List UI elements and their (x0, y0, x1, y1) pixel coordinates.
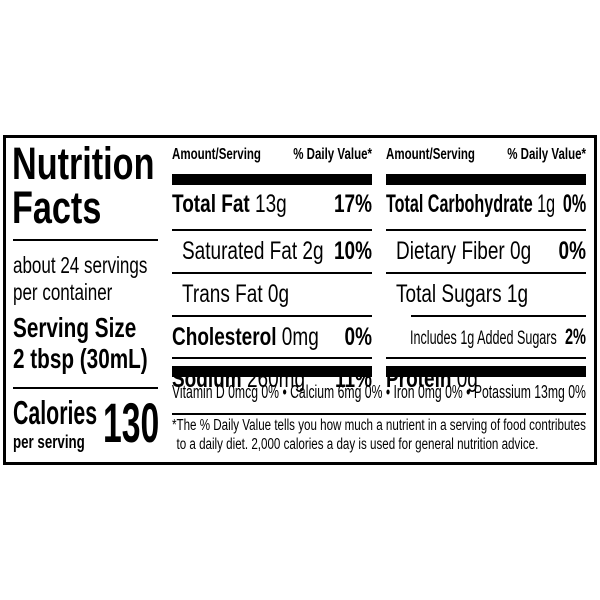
header-daily-value: % Daily Value* (293, 146, 372, 163)
servings-per-container: about 24 servings per container (13, 252, 147, 306)
divider (172, 413, 586, 415)
row-divider (386, 357, 586, 359)
row-divider (172, 272, 372, 274)
row-divider (172, 229, 372, 231)
nutrient-name: Dietary Fiber (396, 237, 505, 265)
title: Nutrition Facts (12, 138, 155, 233)
thick-bar (172, 174, 372, 185)
nutrition-facts-label (3, 135, 597, 465)
divider (13, 387, 158, 389)
nutrient-amount: 0g (267, 280, 290, 308)
servings-line-1: about 24 servings (13, 252, 148, 278)
nutrient-row: Cholesterol 0mg 0% (172, 318, 372, 356)
divider (13, 239, 158, 241)
nutrient-amount: 2g (302, 237, 324, 265)
row-divider (172, 315, 372, 317)
serving-size-label: Serving Size (13, 312, 137, 343)
row-divider (172, 357, 372, 359)
nutrient-amount: 13g (255, 190, 287, 218)
nutrient-amount: 1g (537, 190, 556, 218)
calories-value: 130 (103, 391, 160, 454)
nutrient-row: Includes 1g Added Sugars 2% (410, 318, 586, 358)
nutrient-amount: 1g (506, 280, 529, 308)
serving-size: Serving Size 2 tbsp (30mL) (13, 312, 148, 374)
column-header: Amount/Serving % Daily Value* (172, 145, 372, 165)
nutrient-row: Dietary Fiber 0g 0% (396, 232, 586, 270)
header-daily-value: % Daily Value* (507, 146, 586, 163)
thick-bar (386, 366, 586, 377)
nutrient-row: Saturated Fat 2g 10% (182, 232, 372, 270)
nutrient-daily-value: 10% (333, 237, 372, 265)
nutrient-name: Total Carbohydrate (386, 190, 533, 218)
nutrient-name: Saturated Fat (182, 237, 298, 265)
footnote-line-2: to a daily diet. 2,000 calories a day is… (176, 436, 539, 453)
nutrient-daily-value: 2% (564, 324, 586, 349)
vitamins-minerals: Vitamin D 0mcg 0% • Calcium 6mg 0% • Iro… (172, 382, 586, 402)
header-amount: Amount/Serving (386, 146, 475, 163)
nutrient-daily-value: 0% (562, 190, 587, 218)
nutrient-row: Total Fat 13g 17% (172, 185, 372, 223)
nutrient-daily-value: 0% (344, 323, 372, 351)
thick-bar (386, 174, 586, 185)
nutrient-name: Includes 1g Added Sugars (410, 328, 557, 349)
nutrient-row: Total Sugars 1g (396, 275, 586, 313)
nutrient-amount: 0g (510, 237, 532, 265)
nutrient-daily-value: 17% (333, 190, 372, 218)
column-header: Amount/Serving % Daily Value* (386, 145, 586, 165)
row-divider (386, 272, 586, 274)
servings-line-2: per container (13, 279, 113, 305)
nutrient-row: Total Carbohydrate 1g 0% (386, 185, 586, 223)
row-divider (386, 229, 586, 231)
nutrient-row: Trans Fat 0g (182, 275, 372, 313)
serving-size-value: 2 tbsp (30mL) (13, 343, 148, 374)
row-divider (411, 315, 586, 317)
nutrient-daily-value: 0% (558, 237, 586, 265)
footnote: *The % Daily Value tells you how much a … (172, 416, 586, 454)
calories-per-serving: per serving (13, 432, 85, 452)
title-line-2: Facts (12, 182, 102, 233)
header-amount: Amount/Serving (172, 146, 261, 163)
nutrient-name: Cholesterol (172, 323, 277, 351)
calories-label: Calories (13, 394, 98, 431)
nutrient-name: Total Sugars (396, 280, 502, 308)
title-line-1: Nutrition (12, 138, 155, 189)
footnote-line-1: *The % Daily Value tells you how much a … (172, 417, 586, 434)
nutrient-name: Trans Fat (182, 280, 263, 308)
thick-bar (172, 366, 372, 377)
nutrient-name: Total Fat (172, 190, 250, 218)
nutrient-amount: 0mg (281, 323, 319, 351)
